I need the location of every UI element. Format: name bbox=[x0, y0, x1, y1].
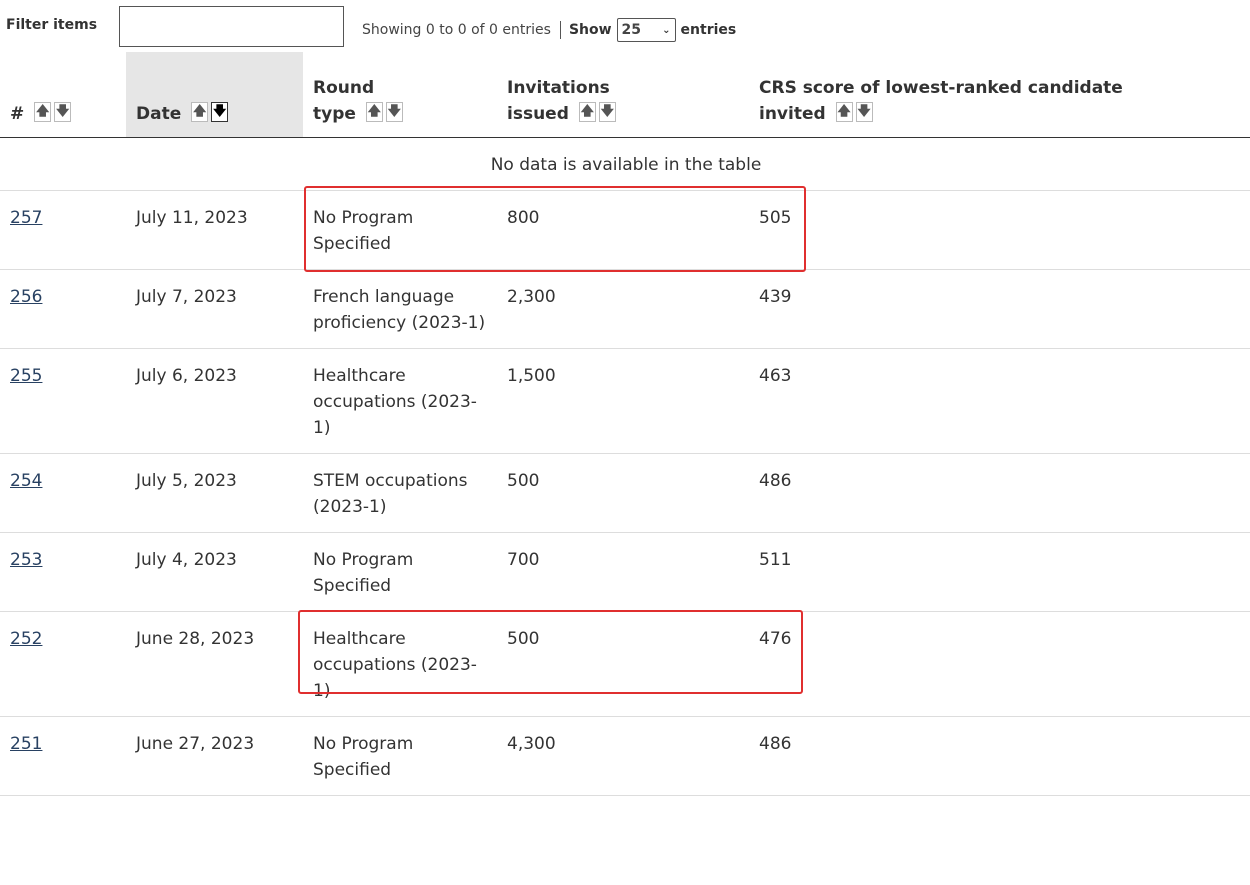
header-round-label-line1: Round bbox=[313, 77, 375, 98]
column-header-invitations[interactable]: Invitations issued 🡅 🡇 bbox=[497, 52, 749, 138]
header-number-label: # bbox=[10, 103, 25, 124]
sort-descending-icon[interactable]: 🡇 bbox=[54, 101, 72, 122]
cell-number: 257 bbox=[0, 190, 126, 270]
table-row: 256 July 7, 2023 French language profici… bbox=[0, 269, 1250, 349]
column-header-date[interactable]: Date 🡅 🡇 bbox=[126, 52, 303, 138]
header-invitations-line2: issued bbox=[507, 103, 569, 124]
table-row: 254 July 5, 2023 STEM occupations (2023-… bbox=[0, 453, 1250, 533]
empty-row: No data is available in the table bbox=[0, 137, 1250, 191]
cell-invitations: 700 bbox=[497, 532, 749, 612]
divider bbox=[559, 21, 561, 39]
sort-descending-icon[interactable]: 🡇 bbox=[855, 101, 873, 122]
page-size-value: 25 bbox=[621, 22, 642, 38]
cell-number: 254 bbox=[0, 453, 126, 533]
round-link[interactable]: 255 bbox=[10, 365, 43, 386]
sort-ascending-icon[interactable]: 🡅 bbox=[578, 101, 596, 122]
sort-descending-active-icon[interactable]: 🡇 bbox=[211, 101, 229, 122]
table-row: 251 June 27, 2023 No Program Specified 4… bbox=[0, 716, 1250, 796]
entries-label: entries bbox=[680, 22, 737, 38]
sort-controls: 🡅 🡇 bbox=[34, 101, 72, 122]
column-header-number[interactable]: # 🡅 🡇 bbox=[0, 52, 126, 138]
table-row: 253 July 4, 2023 No Program Specified 70… bbox=[0, 532, 1250, 612]
round-link[interactable]: 256 bbox=[10, 286, 43, 307]
header-crs-line2: invited bbox=[759, 103, 826, 124]
column-header-round-type[interactable]: Round type 🡅 🡇 bbox=[303, 52, 497, 138]
sort-controls: 🡅 🡇 bbox=[191, 101, 229, 122]
filter-input[interactable] bbox=[119, 6, 344, 47]
header-date-label: Date bbox=[136, 103, 182, 124]
sort-ascending-icon[interactable]: 🡅 bbox=[835, 101, 853, 122]
sort-ascending-icon[interactable]: 🡅 bbox=[34, 101, 52, 122]
filter-label: Filter items bbox=[6, 17, 98, 33]
cell-crs-score: 511 bbox=[749, 532, 1250, 612]
sort-controls: 🡅 🡇 bbox=[835, 101, 873, 122]
cell-invitations: 500 bbox=[497, 453, 749, 533]
cell-number: 253 bbox=[0, 532, 126, 612]
sort-ascending-icon[interactable]: 🡅 bbox=[191, 101, 209, 122]
cell-date: July 4, 2023 bbox=[126, 532, 303, 612]
cell-crs-score: 476 bbox=[749, 611, 1250, 717]
cell-date: July 7, 2023 bbox=[126, 269, 303, 349]
table-row: 252 June 28, 2023 Healthcare occupations… bbox=[0, 611, 1250, 717]
cell-round-type: STEM occupations (2023-1) bbox=[303, 453, 497, 533]
empty-message: No data is available in the table bbox=[0, 137, 1250, 191]
round-link[interactable]: 251 bbox=[10, 733, 43, 754]
show-label: Show bbox=[568, 22, 612, 38]
cell-round-type: No Program Specified bbox=[303, 190, 497, 270]
cell-number: 256 bbox=[0, 269, 126, 349]
sort-descending-icon[interactable]: 🡇 bbox=[598, 101, 616, 122]
cell-number: 255 bbox=[0, 348, 126, 454]
cell-date: July 5, 2023 bbox=[126, 453, 303, 533]
page-size-select[interactable]: 25 ⌄ bbox=[616, 18, 676, 42]
sort-ascending-icon[interactable]: 🡅 bbox=[365, 101, 383, 122]
cell-crs-score: 463 bbox=[749, 348, 1250, 454]
cell-invitations: 1,500 bbox=[497, 348, 749, 454]
round-link[interactable]: 257 bbox=[10, 207, 43, 228]
cell-number: 251 bbox=[0, 716, 126, 796]
column-header-crs-score[interactable]: CRS score of lowest-ranked candidate inv… bbox=[749, 52, 1250, 138]
table-info: Showing 0 to 0 of 0 entries Show 25 ⌄ en… bbox=[362, 18, 736, 42]
cell-crs-score: 439 bbox=[749, 269, 1250, 349]
round-link[interactable]: 254 bbox=[10, 470, 43, 491]
header-invitations-line1: Invitations bbox=[507, 77, 610, 98]
cell-date: June 27, 2023 bbox=[126, 716, 303, 796]
table-row: 257 July 11, 2023 No Program Specified 8… bbox=[0, 190, 1250, 270]
header-crs-line1: CRS score of lowest-ranked candidate bbox=[759, 77, 1123, 98]
cell-date: June 28, 2023 bbox=[126, 611, 303, 717]
round-link[interactable]: 252 bbox=[10, 628, 43, 649]
cell-round-type: Healthcare occupations (2023-1) bbox=[303, 348, 497, 454]
table-row: 255 July 6, 2023 Healthcare occupations … bbox=[0, 348, 1250, 454]
chevron-down-icon: ⌄ bbox=[662, 24, 671, 36]
cell-crs-score: 486 bbox=[749, 453, 1250, 533]
cell-invitations: 4,300 bbox=[497, 716, 749, 796]
cell-crs-score: 505 bbox=[749, 190, 1250, 270]
sort-controls: 🡅 🡇 bbox=[578, 101, 616, 122]
cell-round-type: French language proficiency (2023-1) bbox=[303, 269, 497, 349]
header-row: # 🡅 🡇 Date 🡅 🡇 Round type 🡅 🡇 bbox=[0, 52, 1250, 138]
sort-controls: 🡅 🡇 bbox=[365, 101, 403, 122]
results-table: # 🡅 🡇 Date 🡅 🡇 Round type 🡅 🡇 bbox=[0, 52, 1250, 796]
cell-invitations: 2,300 bbox=[497, 269, 749, 349]
cell-round-type: No Program Specified bbox=[303, 716, 497, 796]
showing-entries-text: Showing 0 to 0 of 0 entries bbox=[362, 22, 551, 38]
round-link[interactable]: 253 bbox=[10, 549, 43, 570]
cell-invitations: 500 bbox=[497, 611, 749, 717]
cell-round-type: No Program Specified bbox=[303, 532, 497, 612]
cell-crs-score: 486 bbox=[749, 716, 1250, 796]
cell-date: July 11, 2023 bbox=[126, 190, 303, 270]
cell-date: July 6, 2023 bbox=[126, 348, 303, 454]
cell-invitations: 800 bbox=[497, 190, 749, 270]
filter-bar: Filter items Showing 0 to 0 of 0 entries… bbox=[0, 0, 1250, 52]
sort-descending-icon[interactable]: 🡇 bbox=[385, 101, 403, 122]
header-round-label-line2: type bbox=[313, 103, 356, 124]
cell-number: 252 bbox=[0, 611, 126, 717]
cell-round-type: Healthcare occupations (2023-1) bbox=[303, 611, 497, 717]
